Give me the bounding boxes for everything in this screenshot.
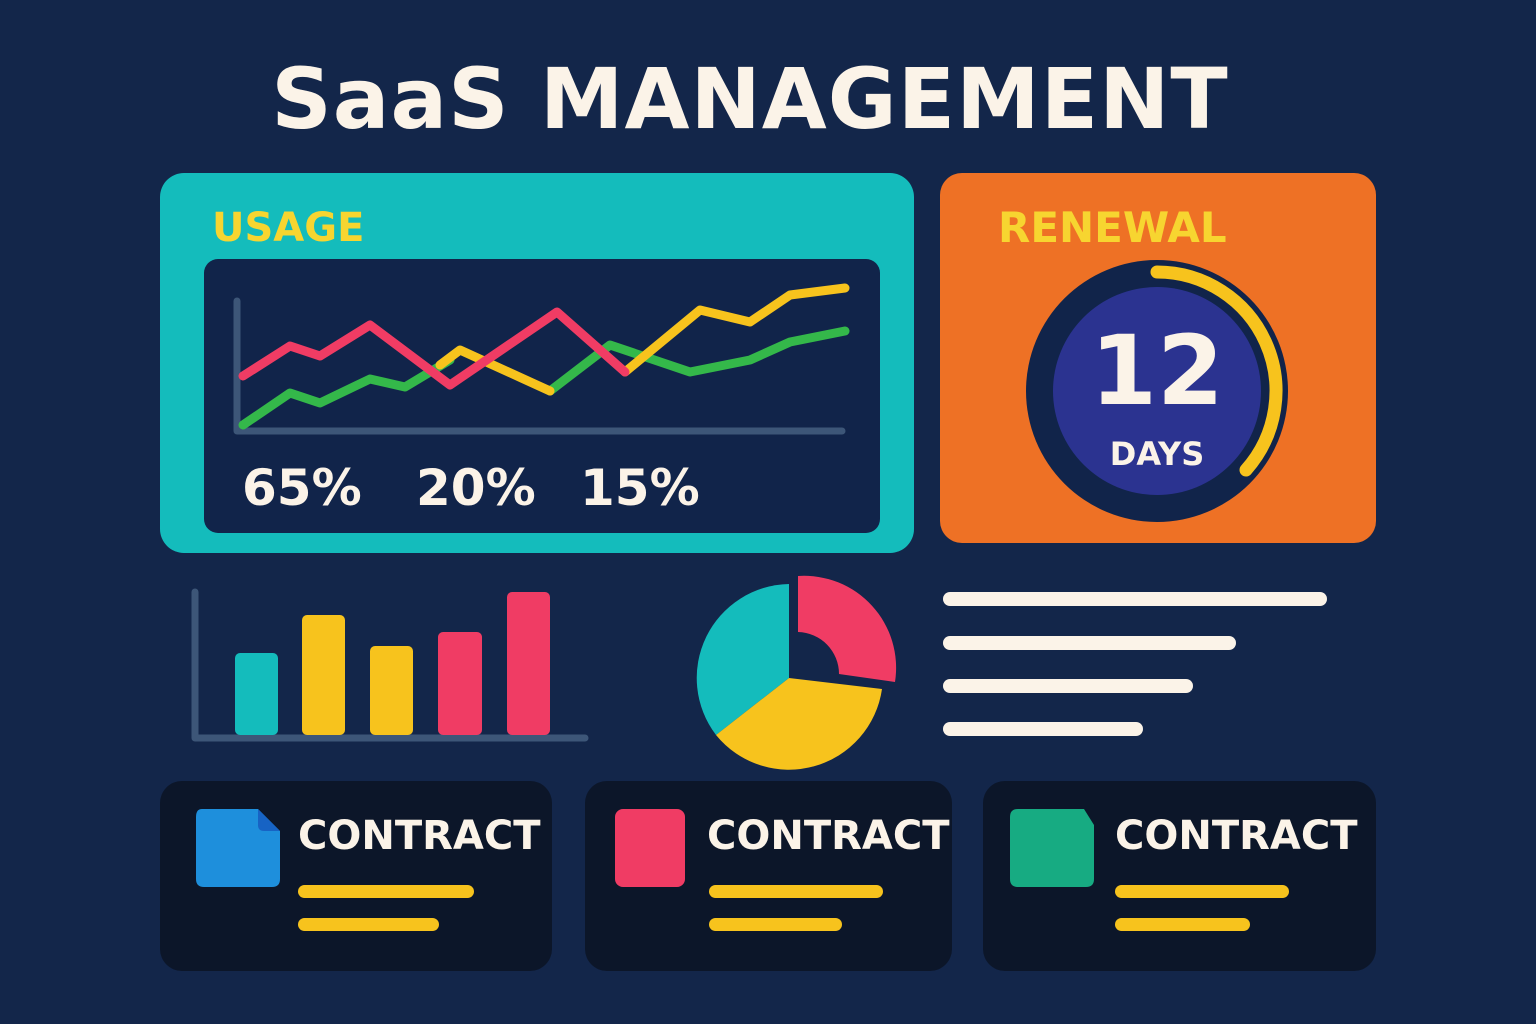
contract-detail-line — [298, 918, 439, 931]
usage-card[interactable]: USAGE 65% 20% 15% — [160, 173, 914, 553]
usage-percent-2: 20% — [416, 459, 536, 517]
renewal-card[interactable]: RENEWAL 12 DAYS — [940, 173, 1376, 543]
contract-label: CONTRACT — [298, 813, 541, 859]
contract-card-3[interactable]: CONTRACT — [983, 781, 1376, 971]
text-line — [943, 636, 1236, 650]
text-line — [943, 592, 1327, 606]
contract-detail-line — [709, 918, 842, 931]
renewal-days-value: 12 — [1090, 315, 1224, 427]
contract-card-2[interactable]: CONTRACT — [585, 781, 952, 971]
contract-detail-line — [709, 885, 883, 898]
document-icon — [196, 809, 280, 887]
renewal-countdown-ring — [1026, 260, 1288, 522]
renewal-days-unit: DAYS — [1109, 435, 1205, 473]
usage-line-chart — [233, 283, 850, 435]
page-title: SaaS MANAGEMENT — [271, 50, 1229, 148]
document-icon — [1010, 809, 1094, 887]
text-line — [943, 679, 1193, 693]
usage-percent-1: 65% — [242, 459, 362, 517]
contract-detail-line — [298, 885, 474, 898]
bar-chart — [191, 588, 589, 742]
usage-chart-panel: 65% 20% 15% — [204, 259, 880, 533]
pie-chart — [696, 575, 897, 770]
usage-percent-3: 15% — [580, 459, 700, 517]
contract-label: CONTRACT — [1115, 813, 1358, 859]
usage-label: USAGE — [212, 205, 365, 251]
document-icon — [615, 809, 685, 887]
contract-card-1[interactable]: CONTRACT — [160, 781, 552, 971]
contract-detail-line — [1115, 885, 1289, 898]
text-line — [943, 722, 1143, 736]
renewal-label: RENEWAL — [998, 203, 1227, 252]
contract-detail-line — [1115, 918, 1250, 931]
contract-label: CONTRACT — [707, 813, 950, 859]
